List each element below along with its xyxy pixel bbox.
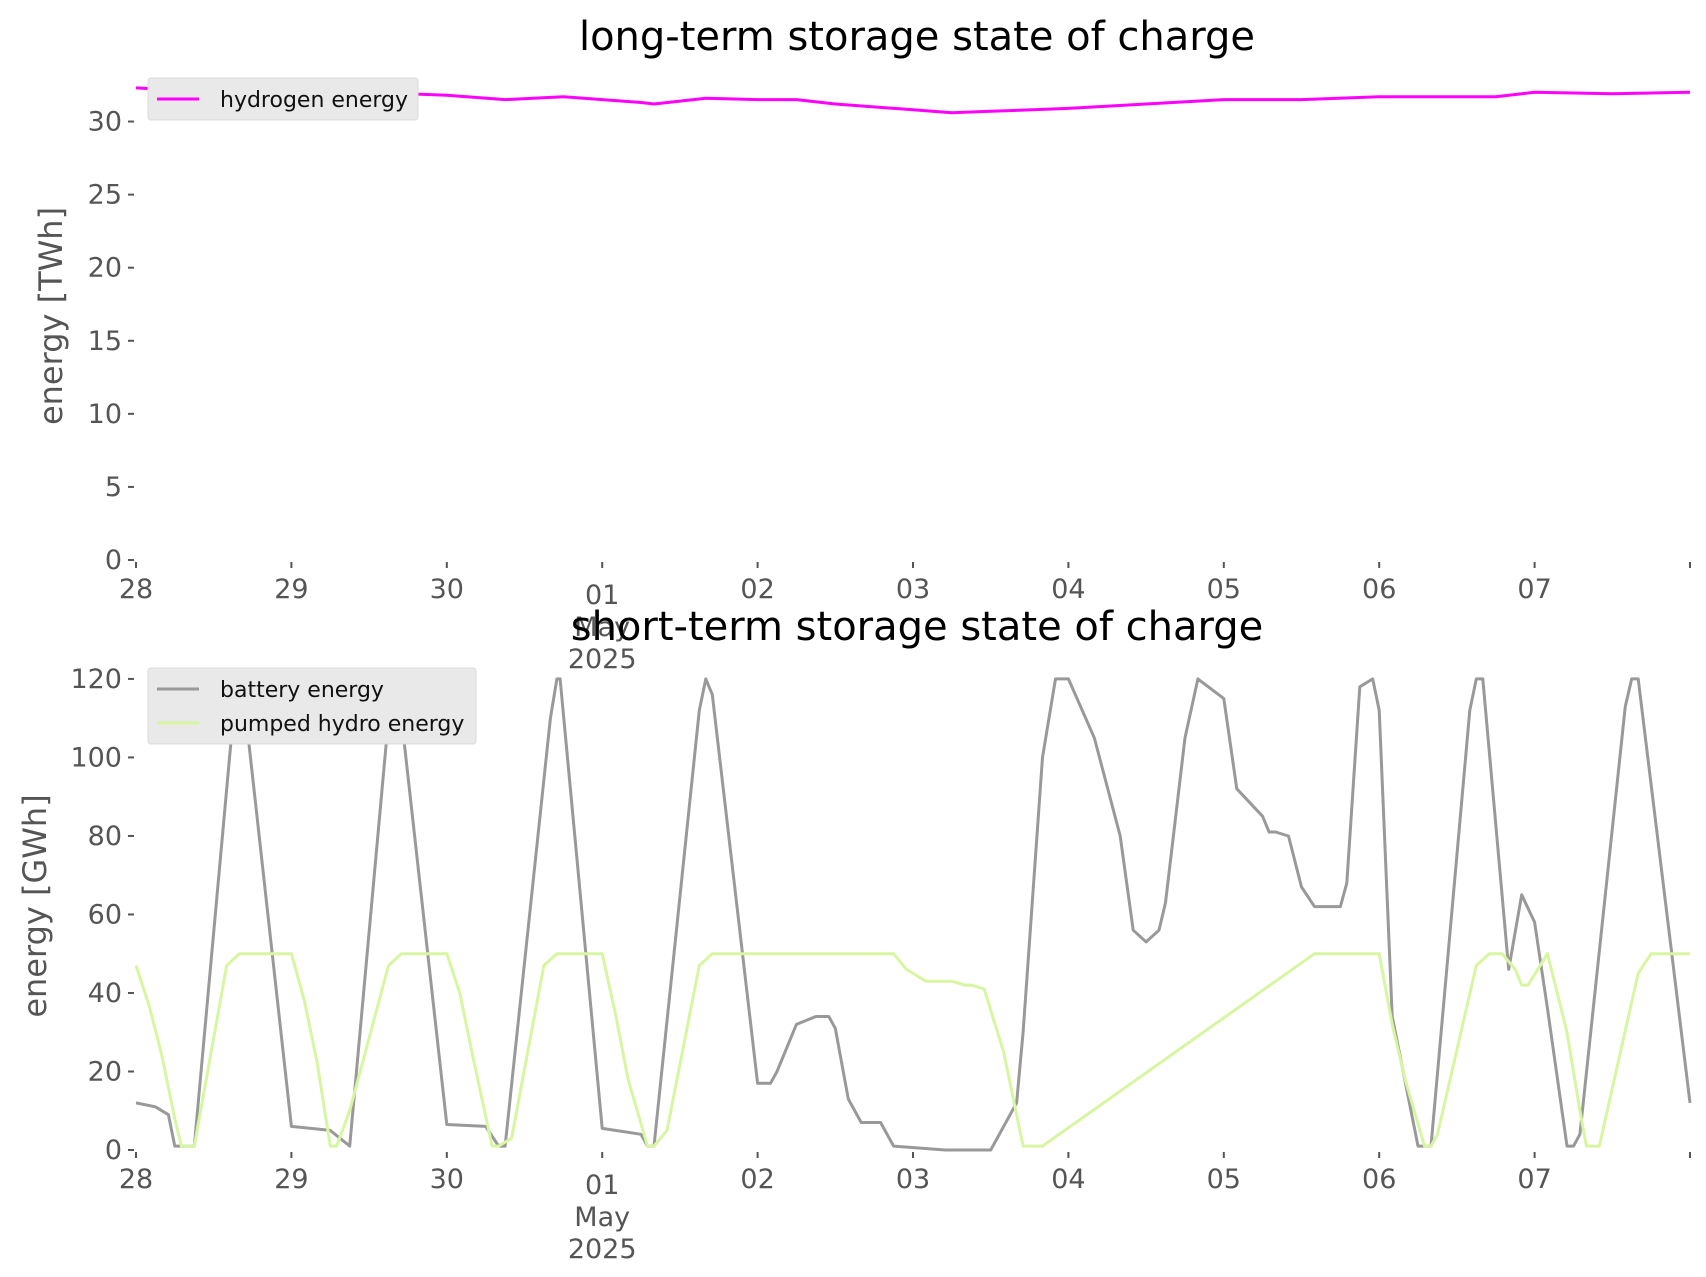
x-tick-label: 30 xyxy=(430,574,464,605)
x-tick-label: 28 xyxy=(119,574,153,605)
x-tick-label: 07 xyxy=(1517,1164,1551,1195)
legend-label: battery energy xyxy=(220,678,384,703)
y-axis: 0 20 40 60 80 100 120 xyxy=(70,664,134,1166)
y-tick-label: 5 xyxy=(105,472,122,503)
x-tick-label: 05 xyxy=(1207,1164,1241,1195)
y-axis-label: energy [TWh] xyxy=(32,207,70,425)
x-tick-label: 01 xyxy=(585,580,619,611)
y-tick-label: 20 xyxy=(88,1056,122,1087)
y-tick-label: 30 xyxy=(88,107,122,138)
x-tick-label: 06 xyxy=(1362,1164,1396,1195)
legend-box xyxy=(147,77,419,121)
y-tick-label: 120 xyxy=(70,664,122,695)
y-tick-label: 0 xyxy=(105,1135,122,1166)
x-tick-label: 01 xyxy=(585,1170,619,1201)
series-line xyxy=(134,952,1690,1148)
x-tick-label: 02 xyxy=(740,1164,774,1195)
x-tick-label: 04 xyxy=(1051,574,1085,605)
x-tick-label: 07 xyxy=(1517,574,1551,605)
y-axis-label: energy [GWh] xyxy=(16,794,54,1017)
x-tick-label: 04 xyxy=(1051,1164,1085,1195)
series-layer xyxy=(135,86,1691,115)
x-tick-sublabel: May xyxy=(574,1202,630,1233)
y-tick-label: 0 xyxy=(105,545,122,576)
x-tick-label: 05 xyxy=(1207,574,1241,605)
legend: hydrogen energy xyxy=(147,77,419,121)
x-tick-label: 29 xyxy=(274,574,308,605)
x-tick-label: 30 xyxy=(430,1164,464,1195)
y-tick-label: 80 xyxy=(88,821,122,852)
short-term-storage-chart: short-term storage state of charge energ… xyxy=(16,604,1692,1265)
x-tick-label: 06 xyxy=(1362,574,1396,605)
y-tick-label: 40 xyxy=(88,978,122,1009)
legend: battery energy pumped hydro energy xyxy=(147,667,477,745)
chart-title: long-term storage state of charge xyxy=(579,14,1255,60)
y-tick-label: 20 xyxy=(88,253,122,284)
x-tick-label: 03 xyxy=(896,1164,930,1195)
y-axis: 0 5 10 15 20 25 30 xyxy=(88,107,134,576)
y-tick-label: 60 xyxy=(88,899,122,930)
y-tick-label: 25 xyxy=(88,180,122,211)
legend-label: pumped hydro energy xyxy=(220,712,464,737)
series-layer xyxy=(134,677,1692,1152)
x-tick-label: 28 xyxy=(119,1164,153,1195)
legend-label: hydrogen energy xyxy=(220,88,408,113)
y-tick-label: 10 xyxy=(88,399,122,430)
x-tick-sublabel: May xyxy=(574,612,630,643)
x-tick-sublabel: 2025 xyxy=(568,644,637,675)
x-tick-sublabel: 2025 xyxy=(568,1234,637,1265)
y-tick-label: 100 xyxy=(70,742,122,773)
y-tick-label: 15 xyxy=(88,326,122,357)
x-tick-label: 02 xyxy=(740,574,774,605)
x-tick-label: 29 xyxy=(274,1164,308,1195)
series-line xyxy=(135,86,1691,115)
legend-box xyxy=(147,667,477,745)
x-tick-label: 03 xyxy=(896,574,930,605)
long-term-storage-chart: long-term storage state of charge energy… xyxy=(32,14,1691,675)
chart-title: short-term storage state of charge xyxy=(571,604,1264,650)
